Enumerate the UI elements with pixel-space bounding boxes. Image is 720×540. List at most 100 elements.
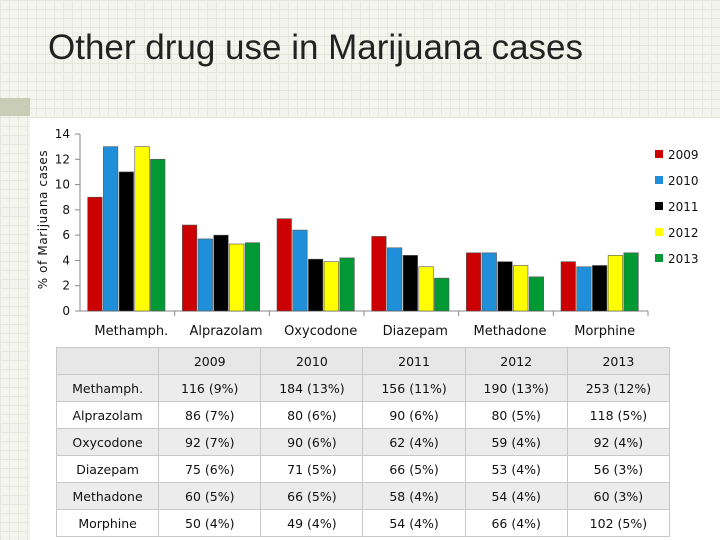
bar (528, 276, 544, 312)
bar (418, 266, 434, 312)
table-cell: 66 (5%) (260, 482, 364, 510)
bar (339, 257, 355, 312)
table-cell: 75 (6%) (158, 455, 262, 483)
bar (513, 265, 529, 312)
table-cell: 59 (4%) (464, 428, 568, 456)
bar (434, 277, 450, 312)
y-tick-label: 6 (62, 228, 70, 242)
row-label: Diazepam (55, 455, 160, 483)
bar-chart: % of Marijuana cases 0 2 4 6 8 10 12 14 Methamph.… (36, 127, 699, 339)
table-row: Diazepam 75 (6%) 71 (5%) 66 (5%) 53 (4%)… (55, 455, 671, 483)
y-tick-label: 12 (55, 152, 70, 166)
table-row: Alprazolam 86 (7%) 80 (6%) 90 (6%) 80 (5… (55, 401, 671, 429)
column-header: 2012 (464, 347, 568, 375)
table-cell: 253 (12%) (566, 374, 671, 402)
table-cell: 92 (7%) (158, 428, 262, 456)
bar (150, 158, 166, 312)
legend-label: 2010 (668, 174, 699, 188)
bar (213, 234, 229, 312)
x-tick-label: Morphine (574, 324, 635, 339)
row-label: Methadone (55, 482, 160, 510)
accent-bar (0, 98, 30, 116)
bar (497, 261, 513, 312)
legend-label: 2009 (668, 148, 699, 162)
table-cell: 86 (7%) (158, 401, 262, 429)
x-tick-label: Alprazolam (189, 324, 262, 339)
y-tick-label: 8 (62, 203, 70, 217)
y-tick-label: 2 (62, 279, 70, 293)
table-cell: 66 (4%) (464, 509, 568, 537)
table-cell: 60 (5%) (158, 482, 262, 510)
bar (402, 255, 418, 312)
bar (229, 243, 245, 312)
legend-swatch (655, 202, 663, 210)
table-cell: 118 (5%) (566, 401, 671, 429)
bar (560, 261, 576, 312)
table-cell: 90 (6%) (362, 401, 466, 429)
bar (197, 238, 213, 312)
table-cell: 80 (5%) (464, 401, 568, 429)
bar (87, 196, 103, 312)
table-cell: 90 (6%) (260, 428, 364, 456)
table-row: Methamph. 116 (9%) 184 (13%) 156 (11%) 1… (55, 374, 671, 402)
row-label: Morphine (55, 509, 160, 537)
y-axis-label: % of Marijuana cases (36, 150, 50, 289)
column-header: 2013 (566, 347, 671, 375)
y-tick-label: 14 (55, 127, 70, 141)
row-label: Alprazolam (55, 401, 160, 429)
table-corner-cell (55, 347, 160, 375)
bar (607, 255, 623, 312)
bar (308, 258, 324, 312)
bar (323, 261, 339, 312)
legend-label: 2012 (668, 226, 699, 240)
y-tick-label: 10 (55, 178, 70, 192)
table-header-row: 2009 2010 2011 2012 2013 (55, 347, 671, 375)
table-cell: 54 (4%) (464, 482, 568, 510)
legend-label: 2013 (668, 252, 699, 266)
x-tick-label: Oxycodone (284, 324, 357, 339)
table-cell: 156 (11%) (362, 374, 466, 402)
table-cell: 62 (4%) (362, 428, 466, 456)
legend-swatch (655, 228, 663, 236)
table-cell: 184 (13%) (260, 374, 364, 402)
table-cell: 190 (13%) (464, 374, 568, 402)
column-header: 2011 (362, 347, 466, 375)
x-tick-label: Methadone (474, 324, 547, 339)
legend-swatch (655, 176, 663, 184)
bar (103, 146, 119, 312)
legend-swatch (655, 254, 663, 262)
bar (244, 242, 260, 312)
legend-label: 2011 (668, 200, 699, 214)
x-tick-label: Diazepam (383, 324, 448, 339)
table-cell: 58 (4%) (362, 482, 466, 510)
bar (481, 252, 497, 312)
table-cell: 53 (4%) (464, 455, 568, 483)
bar (623, 252, 639, 312)
bar (182, 224, 198, 312)
bar (292, 229, 308, 312)
data-table: 2009 2010 2011 2012 2013 Methamph. 116 (… (55, 347, 671, 537)
column-header: 2010 (260, 347, 364, 375)
table-cell: 66 (5%) (362, 455, 466, 483)
column-header: 2009 (158, 347, 262, 375)
table-cell: 54 (4%) (362, 509, 466, 537)
x-tick-label: Methamph. (94, 324, 168, 339)
legend-swatch (655, 150, 663, 158)
y-tick-label: 0 (62, 304, 70, 318)
bar (134, 146, 150, 312)
bar (387, 247, 403, 312)
bar (576, 266, 592, 312)
table-cell: 50 (4%) (158, 509, 262, 537)
table-row: Morphine 50 (4%) 49 (4%) 54 (4%) 66 (4%)… (55, 509, 671, 537)
table-cell: 102 (5%) (566, 509, 671, 537)
table-row: Methadone 60 (5%) 66 (5%) 58 (4%) 54 (4%… (55, 482, 671, 510)
row-label: Methamph. (55, 374, 160, 402)
table-cell: 71 (5%) (260, 455, 364, 483)
bar (276, 218, 292, 312)
table-cell: 49 (4%) (260, 509, 364, 537)
table-cell: 116 (9%) (158, 374, 262, 402)
bar (592, 265, 608, 312)
row-label: Oxycodone (55, 428, 160, 456)
bar (371, 236, 387, 312)
bar (466, 252, 482, 312)
